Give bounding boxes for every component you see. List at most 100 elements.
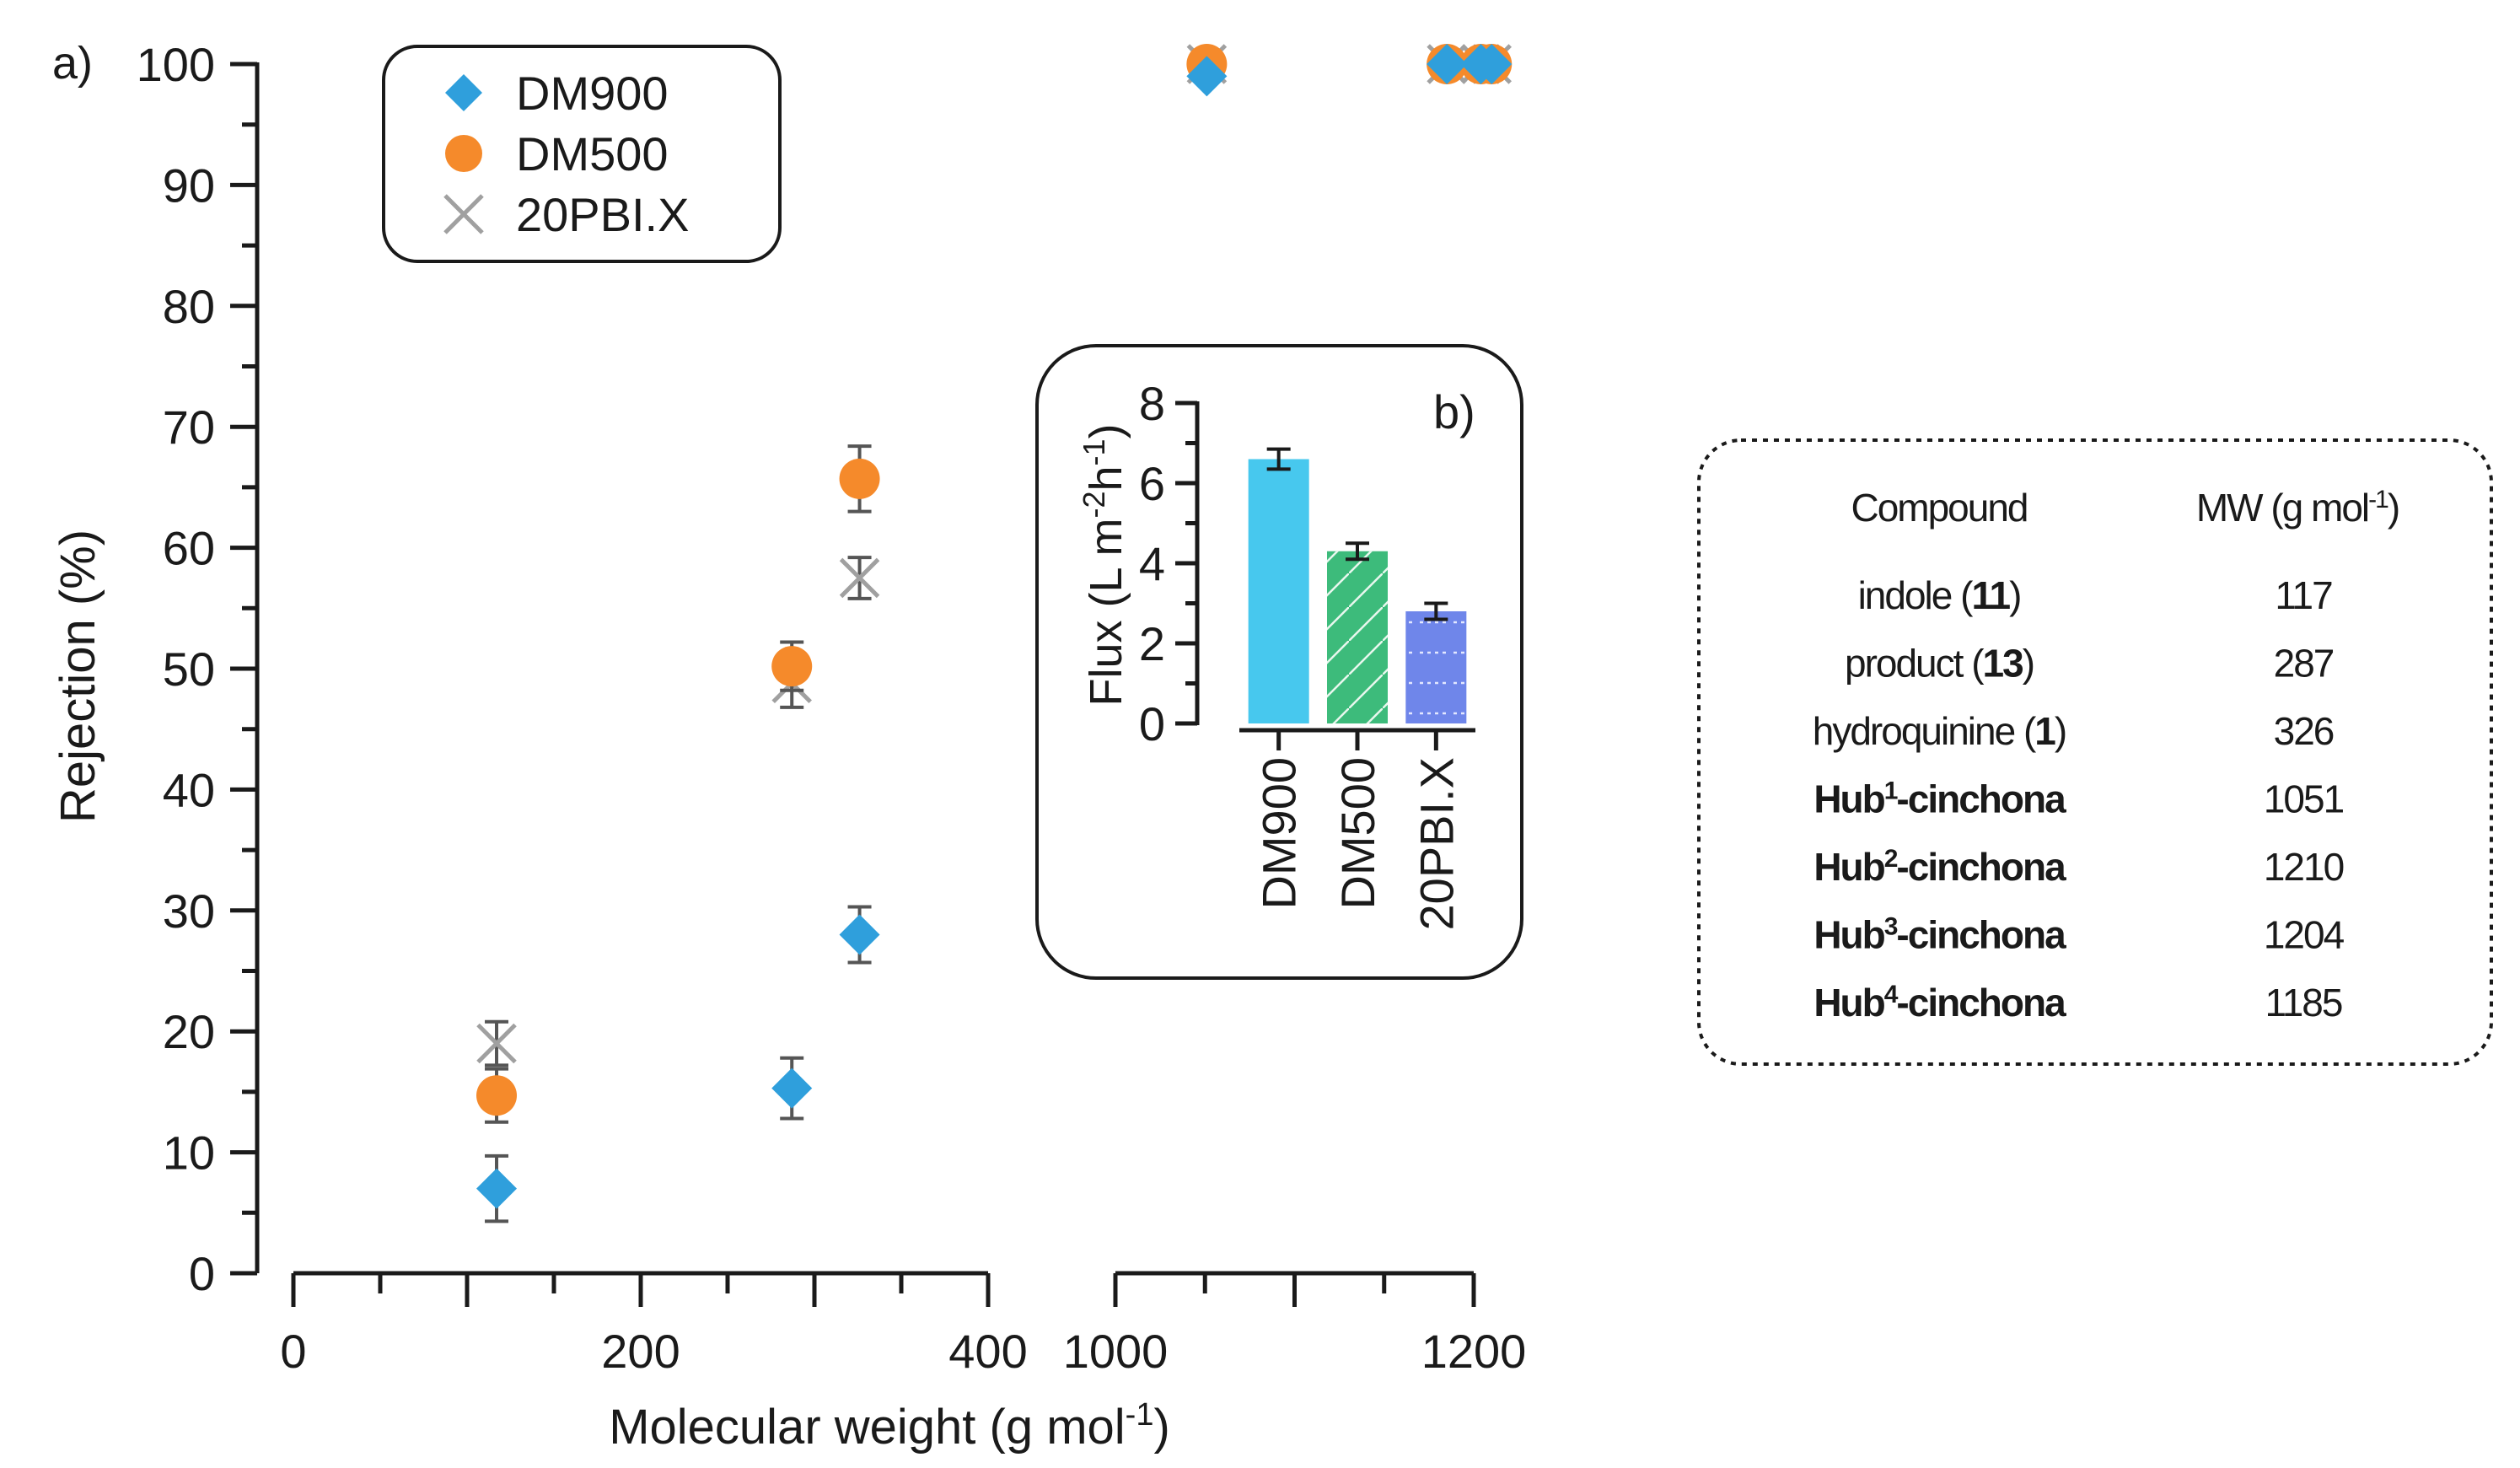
compound-name: Hub4-cinchona	[1813, 981, 2066, 1024]
table-row: hydroquinine (1) 326	[1813, 709, 2335, 753]
inset-ylabel-close: )	[1081, 423, 1131, 438]
x-axis-label-sup: -1	[1126, 1397, 1154, 1433]
y-tick-label: 70	[163, 401, 215, 454]
circle-marker	[771, 646, 813, 687]
bar-fill	[1248, 459, 1309, 723]
data-point	[839, 905, 880, 965]
legend-box	[382, 45, 782, 263]
main-axes	[230, 62, 1476, 1307]
table-header-mw-close: )	[2388, 486, 2399, 530]
table-header-mw: MW (g mol-1)	[2196, 486, 2399, 530]
compound-number: 13	[1983, 642, 2023, 686]
compound-superscript: 4	[1884, 981, 1899, 1008]
compound-name-text: hydroquinine (	[1813, 709, 2037, 753]
inset-ylabel-sup2: -1	[1077, 438, 1111, 465]
data-point	[476, 1153, 518, 1223]
data-point	[1471, 44, 1513, 84]
y-tick-label: 10	[163, 1127, 215, 1180]
diamond-marker	[1186, 56, 1228, 97]
inset-ylabel-mid: h	[1081, 465, 1131, 491]
table-row: Hub3-cinchona 1204	[1813, 913, 2345, 957]
data-point	[771, 1056, 813, 1121]
compound-name: Hub2-cinchona	[1813, 845, 2066, 889]
table-box	[1697, 438, 2493, 1066]
y-tick-label: 80	[163, 280, 215, 333]
legend-entry-dm500: DM500	[445, 127, 669, 180]
compound-name-tail: -cinchona	[1896, 981, 2066, 1024]
cross-marker	[839, 557, 880, 599]
compound-name-text: product (	[1845, 642, 1985, 686]
diamond-marker	[771, 1067, 813, 1109]
compound-number: 1	[2034, 709, 2055, 753]
inset-y-tick-label: 0	[1139, 697, 1165, 750]
y-tick-label: 100	[137, 38, 215, 91]
compound-name: Hub1-cinchona	[1813, 777, 2066, 821]
diamond-marker	[476, 1168, 518, 1209]
compound-name-text: Hub	[1813, 913, 1884, 957]
compound-name: hydroquinine (1)	[1813, 709, 2066, 753]
y-tick-label: 20	[163, 1005, 215, 1058]
molecular-weight: 1051	[2264, 777, 2344, 821]
inset-y-tick-label: 8	[1139, 377, 1165, 430]
inset-category-label: DM500	[1331, 757, 1384, 910]
compound-name-tail: )	[2023, 642, 2034, 686]
compound-superscript: 1	[1884, 777, 1898, 805]
circle-marker	[839, 458, 880, 499]
compound-table: Compound MW (g mol-1) indole (11) 117 prod…	[1697, 438, 2493, 1066]
main-data-marks	[476, 44, 1513, 1223]
panel-a-label: a)	[52, 38, 93, 89]
x-axis-label-close: )	[1153, 1400, 1169, 1455]
compound-name-text: Hub	[1813, 777, 1884, 821]
compound-name-text: Hub	[1813, 845, 1884, 889]
compound-name: indole (11)	[1858, 573, 2021, 617]
data-point	[839, 556, 880, 600]
compound-name-tail: )	[2055, 709, 2066, 753]
compound-superscript: 2	[1884, 845, 1898, 873]
legend-label-dm900: DM900	[516, 67, 669, 120]
x-axis-label: Molecular weight (g mol-1)	[609, 1397, 1170, 1455]
diamond-marker	[839, 914, 880, 955]
data-point	[476, 1067, 518, 1124]
table-row: Hub1-cinchona 1051	[1813, 777, 2345, 821]
inset-axes	[1175, 401, 1475, 750]
compound-name-tail: -cinchona	[1896, 913, 2066, 957]
inset-bar	[1248, 447, 1309, 723]
table-header-mw-text: MW (g mol	[2196, 486, 2368, 530]
legend-marker-cross	[443, 194, 484, 234]
legend-label-dm500: DM500	[516, 127, 669, 180]
cross-marker	[476, 1023, 517, 1064]
y-tick-label: 60	[163, 522, 215, 575]
data-point	[1427, 44, 1468, 84]
data-point	[476, 1019, 517, 1067]
y-tick-label: 50	[163, 643, 215, 696]
legend-entry-dm900: DM900	[445, 67, 669, 120]
table-row: indole (11) 117	[1858, 573, 2335, 617]
data-point	[839, 444, 880, 514]
diamond-marker	[1427, 44, 1468, 84]
compound-name-tail: -cinchona	[1896, 777, 2066, 821]
table-row: product (13) 287	[1845, 642, 2335, 686]
molecular-weight: 1185	[2265, 981, 2342, 1024]
x-tick-label: 1000	[1063, 1325, 1169, 1378]
inset-bar	[1405, 601, 1467, 723]
data-point	[771, 640, 813, 692]
inset-tick-labels: 0 2 4 6 8 DM900 DM500 20PBI.X	[1139, 377, 1463, 930]
flux-inset-chart: b) 0 2 4 6 8 DM900 DM500 20PBI.X Flux (L m-2h-1…	[1035, 344, 1523, 980]
compound-name-tail: -cinchona	[1896, 845, 2066, 889]
table-header-compound: Compound	[1851, 486, 2027, 530]
inset-bar	[1327, 541, 1388, 723]
inset-y-tick-label: 6	[1139, 457, 1165, 510]
molecular-weight: 326	[2274, 709, 2334, 753]
legend: DM900 DM500 20PBI.X	[382, 45, 782, 263]
y-tick-label: 0	[189, 1247, 215, 1300]
x-tick-label: 0	[280, 1325, 306, 1378]
data-point	[1186, 56, 1228, 97]
inset-y-tick-label: 2	[1139, 617, 1165, 670]
y-tick-label: 90	[163, 159, 215, 212]
x-tick-label: 1200	[1421, 1325, 1527, 1378]
compound-superscript: 3	[1884, 913, 1898, 941]
compound-number: 11	[1971, 573, 2010, 617]
table-row: Hub2-cinchona 1210	[1813, 845, 2345, 889]
